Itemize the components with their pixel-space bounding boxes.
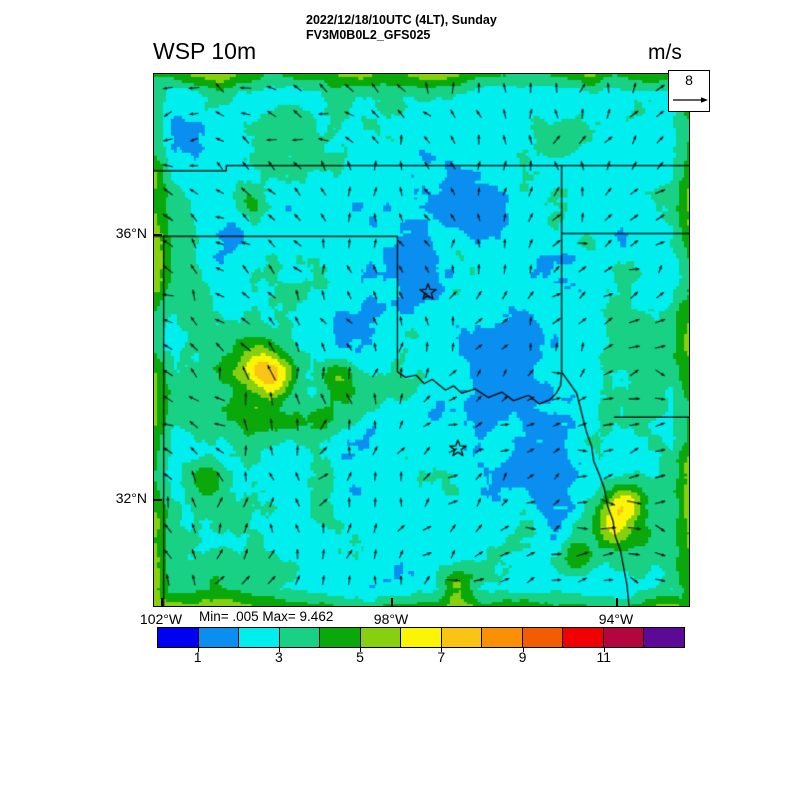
colorbar[interactable] (157, 627, 685, 648)
colorbar-tick-label-11: 11 (596, 649, 612, 665)
colorbar-segment-cyan (239, 628, 280, 647)
wind-key-value: 8 (685, 72, 693, 88)
lon-tick-102 (161, 598, 163, 607)
lat-tick-label-36: 36°N (115, 225, 147, 241)
colorbar-segment-dodger-blue (198, 628, 240, 647)
right-arrow-icon (673, 97, 708, 103)
colorbar-tick-3 (278, 648, 280, 652)
colorbar-tick-1 (197, 648, 199, 652)
units-label: m/s (648, 41, 682, 64)
colorbar-segment-red (563, 628, 604, 647)
field-label: WSP 10m (153, 38, 257, 64)
colorbar-segment-crimson (603, 628, 645, 647)
min-max-stats: Min= .005 Max= 9.462 (199, 609, 334, 624)
lat-tick-32 (153, 499, 162, 501)
colorbar-tick-7 (441, 648, 443, 652)
colorbar-tick-9 (522, 648, 524, 652)
lat-tick-36 (153, 234, 162, 236)
colorbar-tick-label-1: 1 (193, 649, 202, 665)
colorbar-segment-spring-green (279, 628, 321, 647)
colorbar-tick-11 (603, 648, 605, 652)
wind-speed-heatmap (154, 74, 689, 606)
colorbar-segment-green (320, 628, 361, 647)
colorbar-segment-purple (644, 628, 684, 647)
map-plot-area[interactable] (153, 73, 690, 607)
colorbar-tick-label-3: 3 (274, 649, 283, 665)
colorbar-tick-label-5: 5 (356, 649, 364, 665)
lon-tick-label-94: 94°W (598, 611, 634, 627)
lon-tick-98 (391, 598, 393, 607)
colorbar-tick-label-7: 7 (437, 649, 446, 665)
colorbar-tick-5 (360, 648, 362, 652)
colorbar-tick-label-9: 9 (518, 649, 527, 665)
colorbar-segment-dark-orange (522, 628, 564, 647)
wind-vector-key: 8 (668, 70, 710, 112)
colorbar-segments (157, 627, 685, 648)
lon-tick-94 (616, 598, 618, 607)
colorbar-segment-gold (441, 628, 483, 647)
colorbar-segment-yellow-green (360, 628, 402, 647)
title-block: 2022/12/18/10UTC (4LT), Sunday FV3M0B0L2… (306, 13, 726, 43)
colorbar-segment-yellow (401, 628, 442, 647)
lat-tick-label-32: 32°N (115, 490, 147, 506)
model-title: FV3M0B0L2_GFS025 (306, 28, 431, 42)
lon-tick-label-98: 98°W (373, 611, 409, 627)
lon-tick-label-102: 102°W (139, 611, 183, 627)
colorbar-segment-blue (158, 628, 199, 647)
datetime-title: 2022/12/18/10UTC (4LT), Sunday (306, 13, 497, 27)
colorbar-segment-orange (482, 628, 523, 647)
